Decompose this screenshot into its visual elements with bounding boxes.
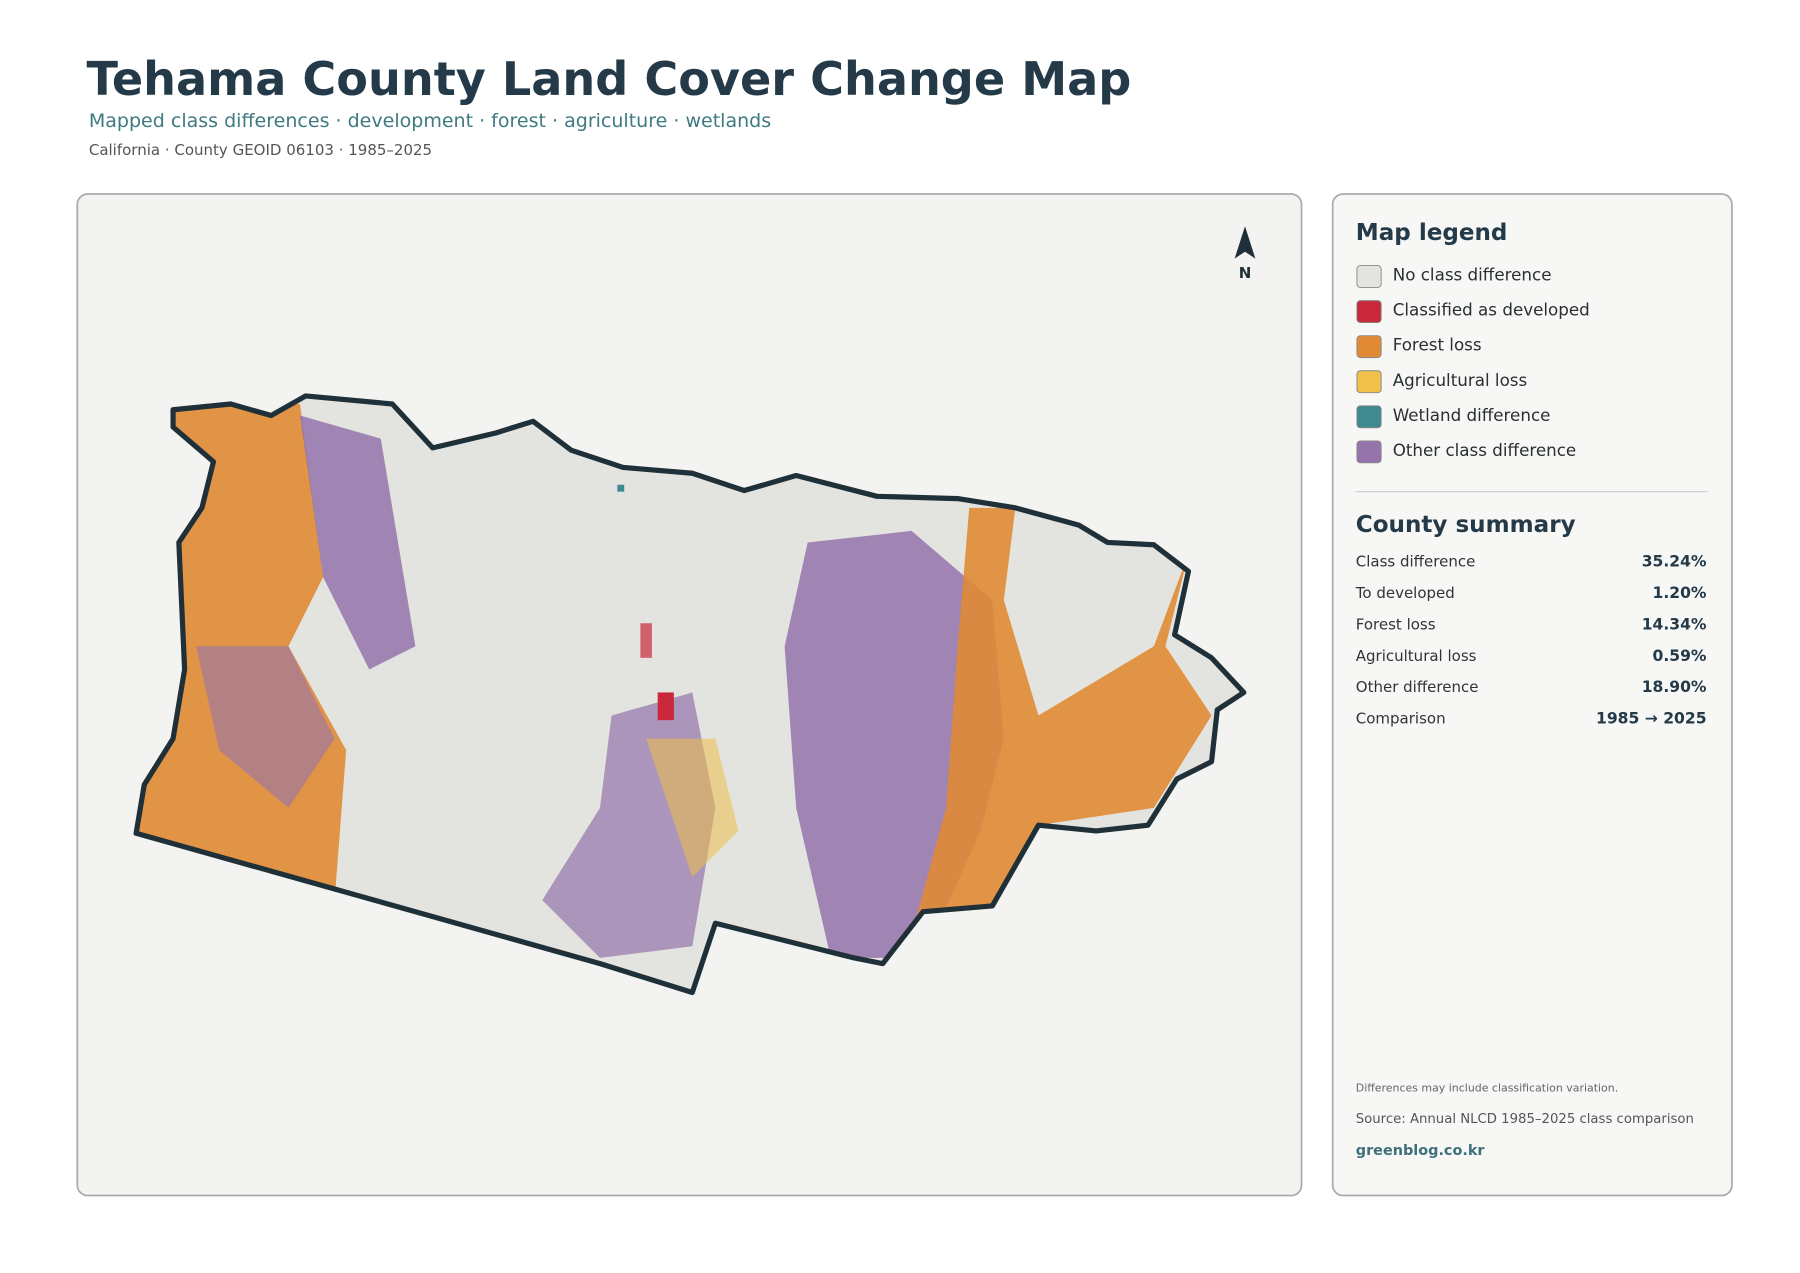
summary-label: Other difference: [1356, 678, 1479, 696]
legend-swatch: [1356, 265, 1382, 288]
summary-value: 14.34%: [1642, 615, 1707, 633]
legend-items: No class difference Classified as develop…: [1356, 265, 1590, 464]
footnote: Differences may include classification v…: [1356, 1082, 1618, 1095]
summary-value: 1985 → 2025: [1596, 710, 1707, 728]
legend-swatch: [1356, 370, 1382, 394]
legend-label: Wetland difference: [1393, 405, 1551, 425]
site: greenblog.co.kr: [1356, 1143, 1486, 1159]
summary-rows: Class difference 35.24% To developed 1.20% F…: [1355, 553, 1707, 728]
north-label: N: [1239, 264, 1252, 282]
subtitle: Mapped class differences · development ·…: [89, 110, 771, 132]
legend-title: Map legend: [1356, 220, 1508, 246]
north-arrow: [1234, 226, 1256, 259]
legend-swatch: [1356, 335, 1382, 359]
legend-panel: [1331, 193, 1733, 1197]
legend-swatch: [1356, 440, 1382, 464]
legend-swatch: [1356, 300, 1382, 323]
summary-value: 1.20%: [1653, 584, 1707, 602]
summary-value: 0.59%: [1653, 647, 1707, 665]
title: Tehama County Land Cover Change Map: [87, 52, 1132, 106]
legend-label: Classified as developed: [1393, 300, 1590, 320]
summary-label: Agricultural loss: [1356, 647, 1477, 665]
meta: California · County GEOID 06103 · 1985–2…: [89, 141, 432, 159]
summary-label: To developed: [1355, 584, 1455, 602]
summary-title: County summary: [1356, 512, 1576, 538]
summary-value: 18.90%: [1642, 678, 1707, 696]
source: Source: Annual NLCD 1985–2025 class comp…: [1356, 1112, 1694, 1127]
summary-label: Comparison: [1356, 710, 1446, 728]
summary-label: Forest loss: [1356, 615, 1436, 633]
legend-label: Forest loss: [1393, 335, 1482, 355]
summary-value: 35.24%: [1642, 553, 1707, 571]
legend-label: Other class difference: [1393, 440, 1577, 460]
summary-label: Class difference: [1356, 553, 1476, 571]
legend-label: Agricultural loss: [1393, 370, 1528, 390]
legend-label: No class difference: [1393, 265, 1552, 285]
legend-swatch: [1356, 405, 1382, 429]
